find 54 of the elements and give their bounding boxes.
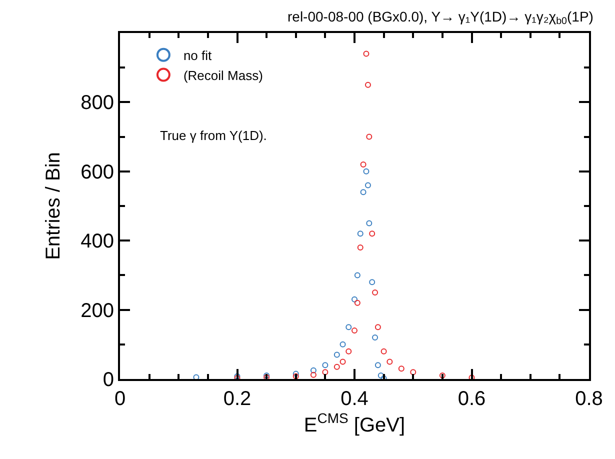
point — [340, 358, 346, 365]
legend-label: (Recoil Mass) — [183, 68, 263, 83]
point — [374, 362, 381, 368]
point — [360, 189, 366, 196]
point — [360, 161, 366, 168]
y-tick-label: 800 — [80, 92, 114, 114]
point — [398, 366, 404, 372]
point — [369, 230, 376, 237]
x-tick-label: 0.4 — [340, 388, 368, 410]
point — [310, 372, 316, 378]
point — [364, 82, 371, 88]
point — [310, 367, 316, 374]
annotation: True γ from Y(1D). — [160, 128, 267, 143]
y-axis-title: Entries / Bin — [42, 152, 65, 260]
y-tick-label: 400 — [80, 230, 114, 253]
point — [386, 358, 393, 365]
point — [334, 364, 340, 370]
point — [193, 374, 200, 379]
point — [372, 290, 378, 296]
point — [378, 372, 384, 379]
point — [366, 134, 372, 140]
x-tick-label: 0.8 — [575, 388, 603, 410]
point — [369, 279, 376, 286]
point — [366, 220, 372, 226]
point — [380, 348, 387, 354]
point — [364, 182, 371, 188]
point — [334, 352, 340, 358]
point — [354, 272, 360, 278]
y-tick-label: 600 — [80, 161, 114, 184]
point — [357, 244, 364, 251]
point — [322, 369, 328, 376]
y-tick-label: 0 — [102, 369, 114, 391]
point — [352, 328, 358, 334]
point — [357, 230, 364, 237]
point — [340, 341, 346, 348]
point — [292, 370, 299, 377]
x-tick-label: 0.6 — [458, 388, 486, 410]
point — [372, 334, 378, 340]
chart-title: rel-00-08-00 (BGx0.0), Y→ γ₁Y(1D)→ γ₁γ₂χ$_{b0}$(1P) — [288, 8, 594, 28]
point — [439, 372, 446, 379]
point — [363, 50, 370, 57]
point — [346, 324, 352, 330]
point — [352, 296, 358, 302]
point — [346, 348, 352, 354]
point — [363, 168, 370, 174]
point — [322, 362, 328, 368]
point — [374, 324, 381, 330]
x-axis-title: E$^{CMS}$ [GeV] — [304, 410, 406, 436]
point — [292, 373, 299, 379]
point — [354, 300, 360, 306]
x-tick-label: 0.2 — [223, 388, 252, 410]
y-tick-label: 200 — [80, 300, 114, 322]
point — [410, 369, 416, 376]
legend-label: no fit — [183, 48, 212, 63]
